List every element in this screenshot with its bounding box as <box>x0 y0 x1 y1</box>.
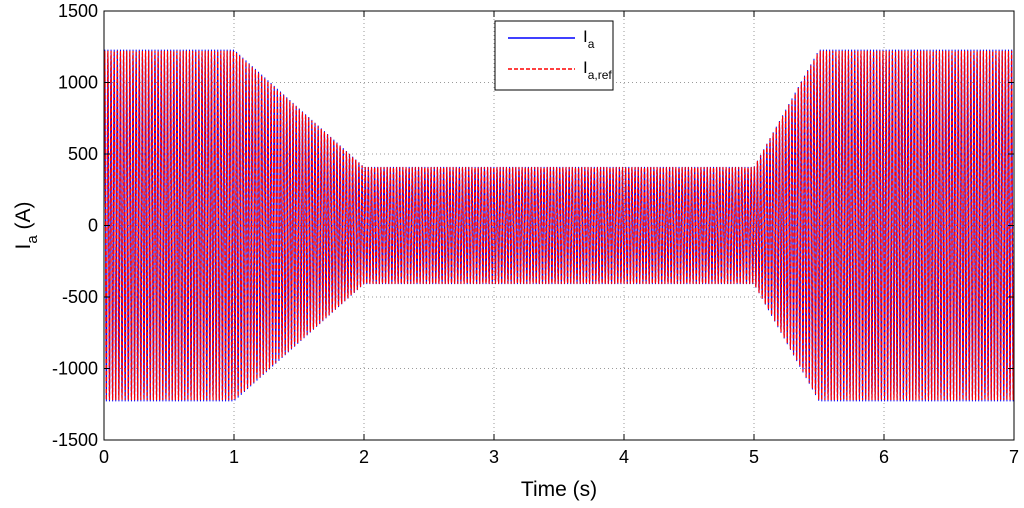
y-tick-label: 500 <box>68 144 98 164</box>
y-axis-label: Ia (A) <box>12 201 41 249</box>
legend-box <box>494 20 614 91</box>
x-tick-label: 5 <box>749 447 759 467</box>
x-axis-label: Time (s) <box>521 478 597 501</box>
x-tick-label: 7 <box>1009 447 1019 467</box>
x-tick-label: 1 <box>229 447 239 467</box>
legend-label: Ia,ref <box>583 58 612 82</box>
y-tick-label: 1500 <box>58 1 98 21</box>
y-tick-label: 0 <box>88 216 98 236</box>
legend: Ia Ia,ref <box>494 20 614 91</box>
x-tick-label: 3 <box>489 447 499 467</box>
y-tick-label: 1000 <box>58 73 98 93</box>
x-tick-label: 4 <box>619 447 629 467</box>
y-tick-label: -1000 <box>52 359 98 379</box>
y-tick-label: -1500 <box>52 430 98 450</box>
series-group <box>104 49 1014 402</box>
series-line-ia-ref <box>104 50 1014 401</box>
ticks: 0 1 2 3 4 5 6 7 -1500 -1000 -500 0 500 1000 1500 <box>52 1 1019 467</box>
legend-label: Ia <box>583 27 595 51</box>
x-tick-label: 0 <box>99 447 109 467</box>
y-tick-label: -500 <box>62 287 98 307</box>
x-tick-label: 6 <box>879 447 889 467</box>
x-tick-label: 2 <box>359 447 369 467</box>
